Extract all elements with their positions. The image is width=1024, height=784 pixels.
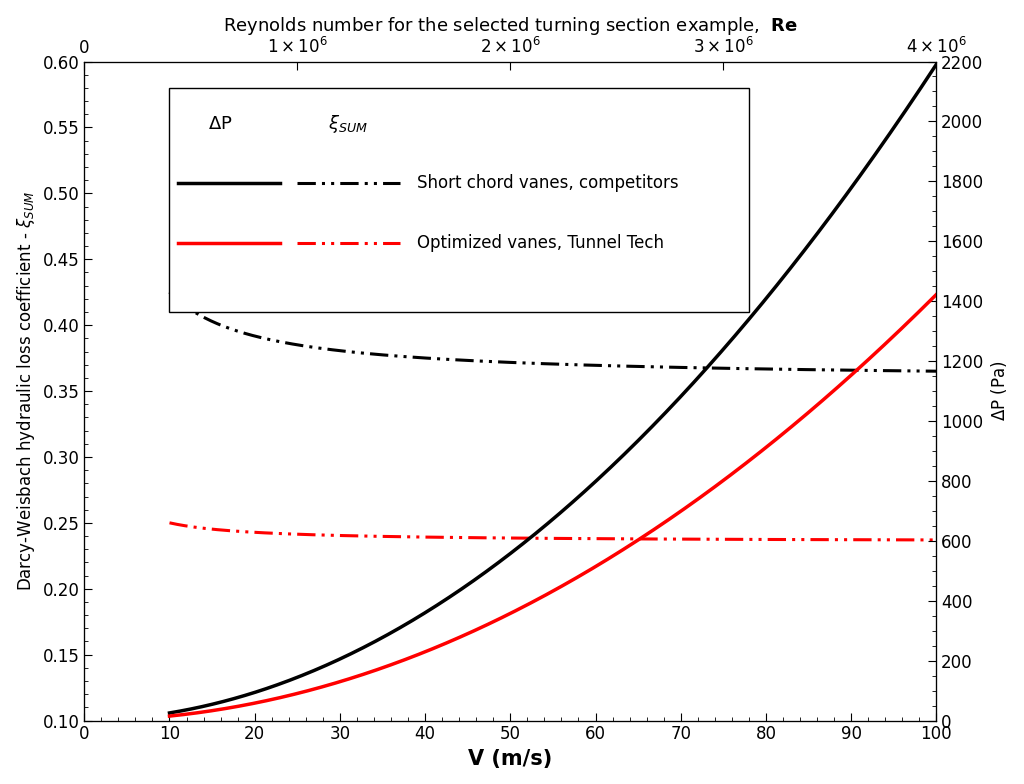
X-axis label: V (m/s): V (m/s) <box>468 749 552 769</box>
Text: $\xi_{SUM}$: $\xi_{SUM}$ <box>329 113 369 135</box>
Y-axis label: Darcy-Weisbach hydraulic loss coefficient - $\xi_{SUM}$: Darcy-Weisbach hydraulic loss coefficien… <box>15 191 37 591</box>
X-axis label: Reynolds number for the selected turning section example,  $\mathbf{Re}$: Reynolds number for the selected turning… <box>223 15 798 37</box>
Text: Short chord vanes, competitors: Short chord vanes, competitors <box>417 175 678 192</box>
Y-axis label: $\Delta$P (Pa): $\Delta$P (Pa) <box>989 361 1009 421</box>
Text: $\Delta$P: $\Delta$P <box>208 115 232 133</box>
Text: Optimized vanes, Tunnel Tech: Optimized vanes, Tunnel Tech <box>417 234 664 252</box>
Bar <box>170 88 749 312</box>
